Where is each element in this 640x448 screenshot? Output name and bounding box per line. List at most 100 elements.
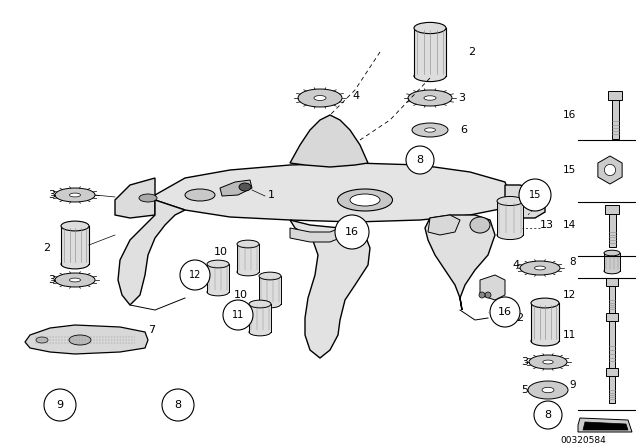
Ellipse shape	[414, 22, 446, 34]
Ellipse shape	[70, 278, 81, 282]
Text: 4: 4	[352, 91, 359, 101]
Text: 16: 16	[498, 307, 512, 317]
Text: 12: 12	[189, 270, 201, 280]
Circle shape	[479, 292, 485, 298]
Polygon shape	[598, 156, 622, 184]
Circle shape	[223, 300, 253, 330]
Bar	[611, 100, 618, 139]
Ellipse shape	[237, 240, 259, 248]
Circle shape	[490, 297, 520, 327]
FancyBboxPatch shape	[249, 304, 271, 332]
Text: 8: 8	[175, 400, 182, 410]
Text: 10: 10	[214, 247, 228, 257]
Text: 15: 15	[563, 165, 576, 175]
Text: 4: 4	[513, 260, 520, 270]
Ellipse shape	[239, 183, 251, 191]
Ellipse shape	[531, 336, 559, 346]
FancyBboxPatch shape	[414, 28, 446, 76]
Polygon shape	[505, 185, 545, 218]
Circle shape	[519, 179, 551, 211]
Text: 16: 16	[345, 227, 359, 237]
Circle shape	[406, 146, 434, 174]
Bar	[609, 214, 616, 247]
Bar	[609, 375, 615, 402]
Circle shape	[604, 164, 616, 176]
Ellipse shape	[470, 217, 490, 233]
Polygon shape	[290, 115, 368, 167]
Ellipse shape	[61, 221, 89, 231]
Ellipse shape	[237, 268, 259, 276]
Circle shape	[162, 389, 194, 421]
FancyBboxPatch shape	[531, 303, 559, 341]
FancyBboxPatch shape	[497, 201, 523, 235]
Polygon shape	[220, 180, 252, 196]
Text: 7: 7	[148, 325, 155, 335]
FancyBboxPatch shape	[207, 264, 229, 292]
Ellipse shape	[408, 90, 452, 106]
Ellipse shape	[259, 272, 281, 280]
Polygon shape	[290, 220, 370, 358]
Ellipse shape	[604, 268, 620, 274]
Ellipse shape	[534, 266, 545, 270]
Ellipse shape	[543, 360, 553, 364]
Ellipse shape	[350, 194, 380, 206]
Ellipse shape	[249, 300, 271, 308]
Ellipse shape	[139, 194, 157, 202]
Polygon shape	[425, 215, 495, 310]
Polygon shape	[115, 178, 155, 218]
Text: 3: 3	[458, 93, 465, 103]
Ellipse shape	[185, 189, 215, 201]
Text: 3: 3	[521, 357, 528, 367]
Circle shape	[180, 260, 210, 290]
Text: 2: 2	[516, 313, 523, 323]
Text: 2: 2	[43, 243, 50, 253]
Text: 16: 16	[563, 110, 576, 120]
Text: 00320584: 00320584	[560, 435, 605, 444]
Polygon shape	[25, 325, 148, 354]
Ellipse shape	[55, 273, 95, 287]
Ellipse shape	[529, 355, 567, 369]
Ellipse shape	[424, 128, 435, 132]
Text: 15: 15	[529, 190, 541, 200]
FancyBboxPatch shape	[259, 276, 281, 304]
Text: 9: 9	[570, 380, 576, 390]
Ellipse shape	[207, 260, 229, 268]
Ellipse shape	[314, 95, 326, 100]
Text: 8: 8	[545, 410, 552, 420]
Circle shape	[44, 389, 76, 421]
Ellipse shape	[414, 70, 446, 82]
Bar	[609, 285, 615, 313]
FancyBboxPatch shape	[237, 244, 259, 272]
Bar	[609, 320, 615, 367]
Ellipse shape	[61, 259, 89, 269]
Text: 2: 2	[468, 47, 475, 57]
Ellipse shape	[604, 250, 620, 256]
Ellipse shape	[55, 188, 95, 202]
Ellipse shape	[249, 328, 271, 336]
Text: 5: 5	[521, 385, 528, 395]
Ellipse shape	[424, 96, 436, 100]
Ellipse shape	[70, 193, 81, 197]
Ellipse shape	[528, 381, 568, 399]
Text: 3: 3	[48, 275, 55, 285]
Polygon shape	[578, 418, 632, 432]
Text: 1: 1	[268, 190, 275, 200]
Ellipse shape	[337, 189, 392, 211]
Polygon shape	[583, 422, 628, 430]
Polygon shape	[155, 163, 510, 222]
FancyBboxPatch shape	[604, 253, 620, 271]
Polygon shape	[480, 275, 505, 300]
Ellipse shape	[497, 230, 523, 240]
Text: 12: 12	[563, 290, 576, 300]
Ellipse shape	[412, 123, 448, 137]
Bar	[605, 205, 619, 214]
FancyBboxPatch shape	[61, 226, 89, 264]
Ellipse shape	[298, 89, 342, 107]
Polygon shape	[428, 215, 460, 235]
Bar	[606, 313, 618, 320]
Ellipse shape	[259, 300, 281, 308]
Ellipse shape	[207, 288, 229, 296]
Ellipse shape	[520, 261, 560, 275]
Circle shape	[534, 401, 562, 429]
Ellipse shape	[497, 197, 523, 206]
